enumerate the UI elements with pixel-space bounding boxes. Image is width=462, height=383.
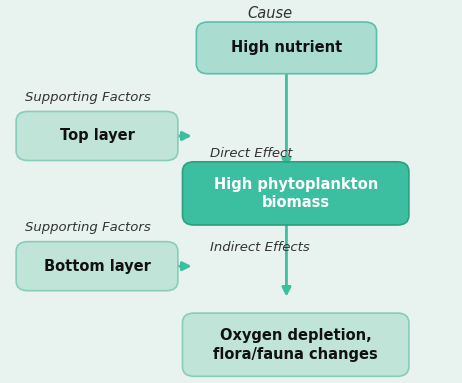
Text: Top layer: Top layer: [60, 128, 134, 144]
FancyBboxPatch shape: [182, 162, 409, 225]
FancyBboxPatch shape: [16, 111, 178, 160]
Text: Direct Effect: Direct Effect: [210, 147, 293, 160]
FancyBboxPatch shape: [182, 313, 409, 376]
Text: Indirect Effects: Indirect Effects: [210, 241, 310, 254]
Text: Bottom layer: Bottom layer: [43, 259, 151, 274]
FancyBboxPatch shape: [16, 242, 178, 291]
Text: Oxygen depletion,
flora/fauna changes: Oxygen depletion, flora/fauna changes: [213, 328, 378, 362]
Text: Cause: Cause: [247, 6, 292, 21]
Text: High phytoplankton
biomass: High phytoplankton biomass: [213, 177, 378, 210]
FancyBboxPatch shape: [196, 22, 377, 74]
Text: High nutrient: High nutrient: [231, 40, 342, 56]
Text: Supporting Factors: Supporting Factors: [25, 91, 151, 104]
Text: Supporting Factors: Supporting Factors: [25, 221, 151, 234]
